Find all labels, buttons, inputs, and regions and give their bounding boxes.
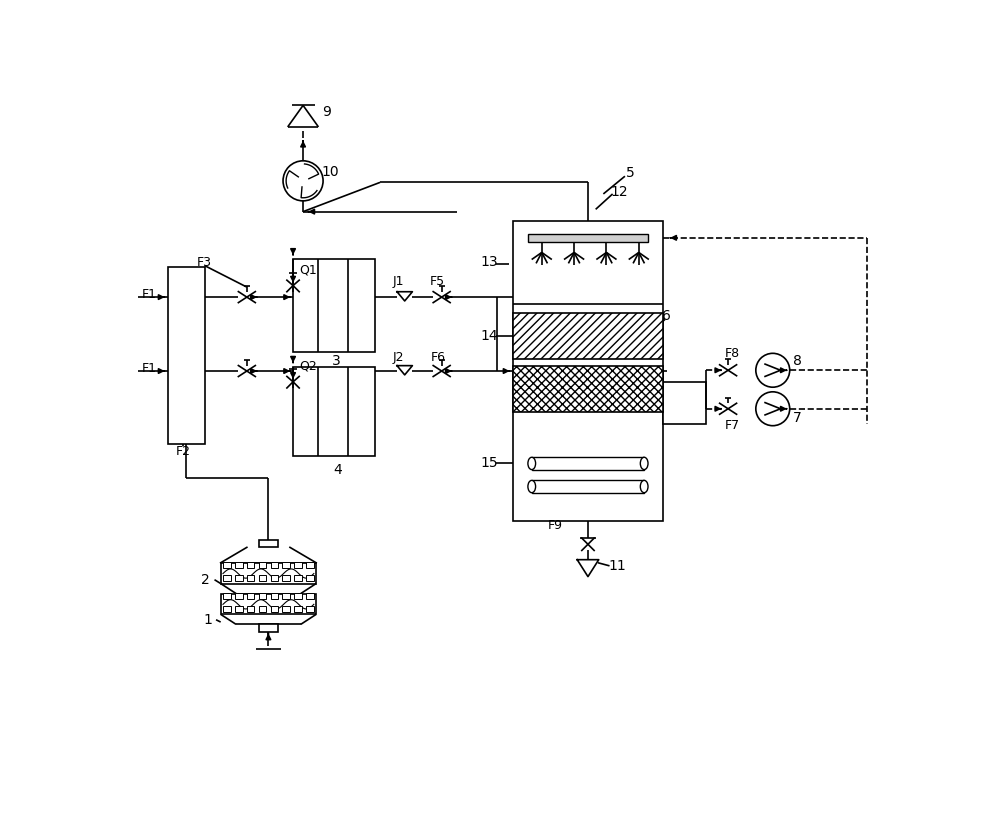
Bar (294, 606, 302, 612)
Bar (270, 593, 278, 599)
Bar (247, 606, 254, 612)
Bar (221, 593, 316, 615)
Bar (259, 540, 278, 547)
Bar (294, 593, 302, 599)
Bar (282, 593, 290, 599)
Text: 13: 13 (481, 256, 498, 269)
Text: 8: 8 (793, 354, 802, 368)
Text: 6: 6 (662, 309, 671, 323)
Bar (294, 575, 302, 581)
Bar (247, 562, 254, 568)
Text: 1: 1 (204, 613, 213, 627)
Bar (223, 562, 231, 568)
Text: F7: F7 (724, 419, 740, 432)
Text: F9: F9 (548, 519, 563, 532)
Text: F2: F2 (175, 444, 190, 457)
Bar (282, 575, 290, 581)
Bar (259, 575, 266, 581)
Bar (663, 382, 706, 424)
Bar (223, 575, 231, 581)
Text: F1: F1 (142, 288, 157, 301)
Bar (235, 593, 243, 599)
Bar (270, 562, 278, 568)
Bar (532, 457, 644, 470)
Text: 10: 10 (321, 164, 339, 178)
Text: F6: F6 (430, 352, 445, 365)
Text: 14: 14 (481, 330, 498, 344)
Bar (235, 575, 243, 581)
Bar (282, 562, 290, 568)
Ellipse shape (640, 480, 648, 492)
Bar (293, 260, 375, 352)
Text: 4: 4 (333, 462, 342, 476)
Bar (221, 562, 316, 584)
Bar (532, 480, 644, 492)
Bar (512, 221, 663, 521)
Bar (282, 606, 290, 612)
Bar (512, 365, 663, 412)
Text: J1: J1 (393, 275, 404, 288)
Bar (293, 367, 375, 456)
Bar (270, 606, 278, 612)
Ellipse shape (640, 457, 648, 470)
Bar (306, 562, 314, 568)
Bar (306, 606, 314, 612)
Text: F8: F8 (724, 347, 740, 360)
Bar (259, 593, 266, 599)
Bar (528, 234, 648, 242)
Bar (512, 313, 663, 360)
Text: 9: 9 (322, 104, 331, 119)
Text: Q2: Q2 (300, 360, 317, 373)
Bar (235, 562, 243, 568)
Text: F5: F5 (430, 275, 445, 288)
Bar (235, 606, 243, 612)
Bar (306, 575, 314, 581)
Bar (294, 562, 302, 568)
Bar (247, 593, 254, 599)
Ellipse shape (528, 457, 536, 470)
Ellipse shape (528, 480, 536, 492)
Bar (259, 624, 278, 632)
Bar (259, 606, 266, 612)
Text: Q1: Q1 (300, 264, 317, 277)
Text: F1: F1 (142, 362, 157, 375)
Bar (168, 267, 205, 444)
Text: 15: 15 (481, 457, 498, 470)
Text: 5: 5 (626, 166, 635, 180)
Text: J2: J2 (393, 352, 404, 365)
Text: 3: 3 (332, 354, 341, 368)
Bar (223, 593, 231, 599)
Bar (247, 575, 254, 581)
Bar (259, 562, 266, 568)
Text: F3: F3 (197, 256, 212, 269)
Text: 7: 7 (793, 411, 802, 425)
Text: 11: 11 (608, 559, 626, 573)
Bar (306, 593, 314, 599)
Text: 12: 12 (610, 185, 628, 199)
Bar (270, 575, 278, 581)
Bar (223, 606, 231, 612)
Text: 2: 2 (201, 573, 210, 587)
